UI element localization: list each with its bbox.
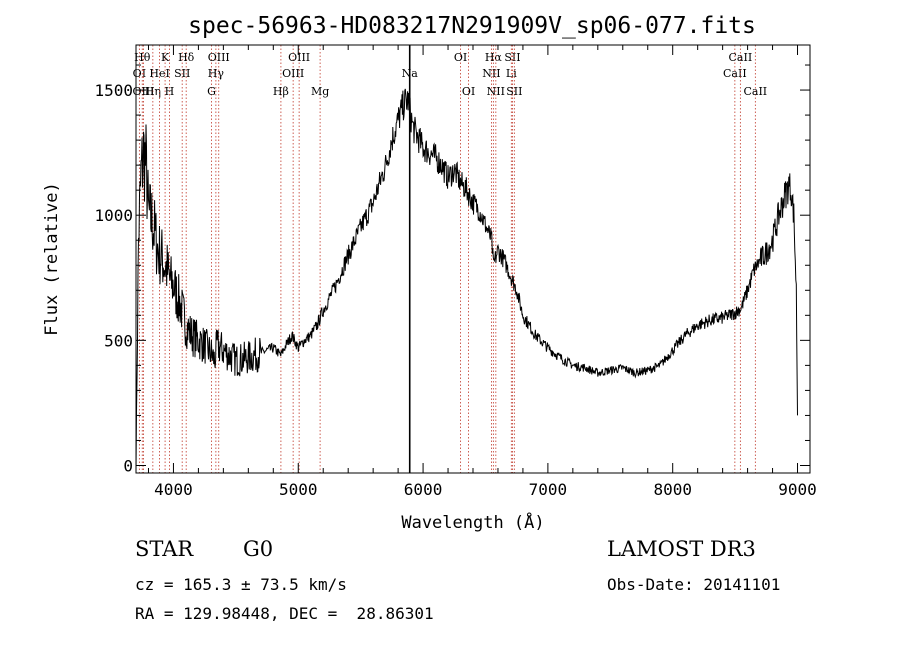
line-label-21: NII <box>487 85 505 98</box>
line-label-10: Hγ <box>208 67 225 80</box>
line-label-0: OI <box>133 67 146 80</box>
coordinates: RA = 129.98448, DEC = 28.86301 <box>135 604 434 623</box>
line-label-24: SII <box>506 85 522 98</box>
line-label-3: Hη <box>145 85 161 98</box>
observation-date: Obs-Date: 20141101 <box>607 575 781 594</box>
axes: 4000 5000 6000 7000 8000 9000 0 500 1000 1500 <box>94 45 817 499</box>
y-tick-label-1: 500 <box>104 331 133 350</box>
x-tick-label-3: 7000 <box>529 480 568 499</box>
x-tick-label-4: 8000 <box>653 480 692 499</box>
object-class: STAR <box>135 537 194 561</box>
line-label-20: Hα <box>485 51 503 64</box>
spectrum-line <box>135 88 798 472</box>
redshift-velocity: cz = 165.3 ± 73.5 km/s <box>135 575 347 594</box>
y-tick-label-0: 0 <box>123 456 133 475</box>
line-label-14: OIII <box>288 51 310 64</box>
line-label-19: NII <box>482 67 500 80</box>
line-label-11: OIII <box>208 51 230 64</box>
line-label-1: Hθ <box>134 51 151 64</box>
line-label-25: CaII <box>723 67 747 80</box>
line-label-9: G <box>207 85 216 98</box>
y-tick-label-2: 1000 <box>94 206 133 225</box>
chart-title: spec-56963-HD083217N291909V_sp06-077.fit… <box>188 13 756 39</box>
line-label-13: OIII <box>282 67 304 80</box>
line-label-17: OI <box>454 51 467 64</box>
line-label-8: Hδ <box>178 51 195 64</box>
line-label-5: K <box>161 51 170 64</box>
x-axis-label: Wavelength (Å) <box>401 511 544 533</box>
line-label-22: Li <box>506 67 517 80</box>
line-label-23: SII <box>504 51 520 64</box>
x-tick-label-2: 6000 <box>404 480 443 499</box>
line-label-12: Hβ <box>273 85 289 98</box>
line-label-6: H <box>165 85 175 98</box>
y-tick-label-3: 1500 <box>94 81 133 100</box>
survey-name: LAMOST DR3 <box>607 537 756 561</box>
x-tick-label-0: 4000 <box>154 480 193 499</box>
spectral-line-markers: OIHθOIIIHηHeIKHSIIHδGHγOIIIHβOIIIOIIIMgN… <box>132 45 767 473</box>
x-tick-label-5: 9000 <box>778 480 817 499</box>
plot-frame <box>135 44 811 474</box>
line-label-4: HeI <box>149 67 169 80</box>
line-label-26: CaII <box>729 51 753 64</box>
line-label-18: OI <box>462 85 475 98</box>
x-tick-label-1: 5000 <box>279 480 318 499</box>
y-axis-label: Flux (relative) <box>42 182 62 336</box>
line-label-27: CaII <box>743 85 767 98</box>
line-label-2: OIII <box>132 85 154 98</box>
line-label-15: Mg <box>311 85 329 98</box>
spectrum-series <box>135 88 798 472</box>
object-subclass: G0 <box>243 537 274 561</box>
line-label-7: SII <box>174 67 190 80</box>
